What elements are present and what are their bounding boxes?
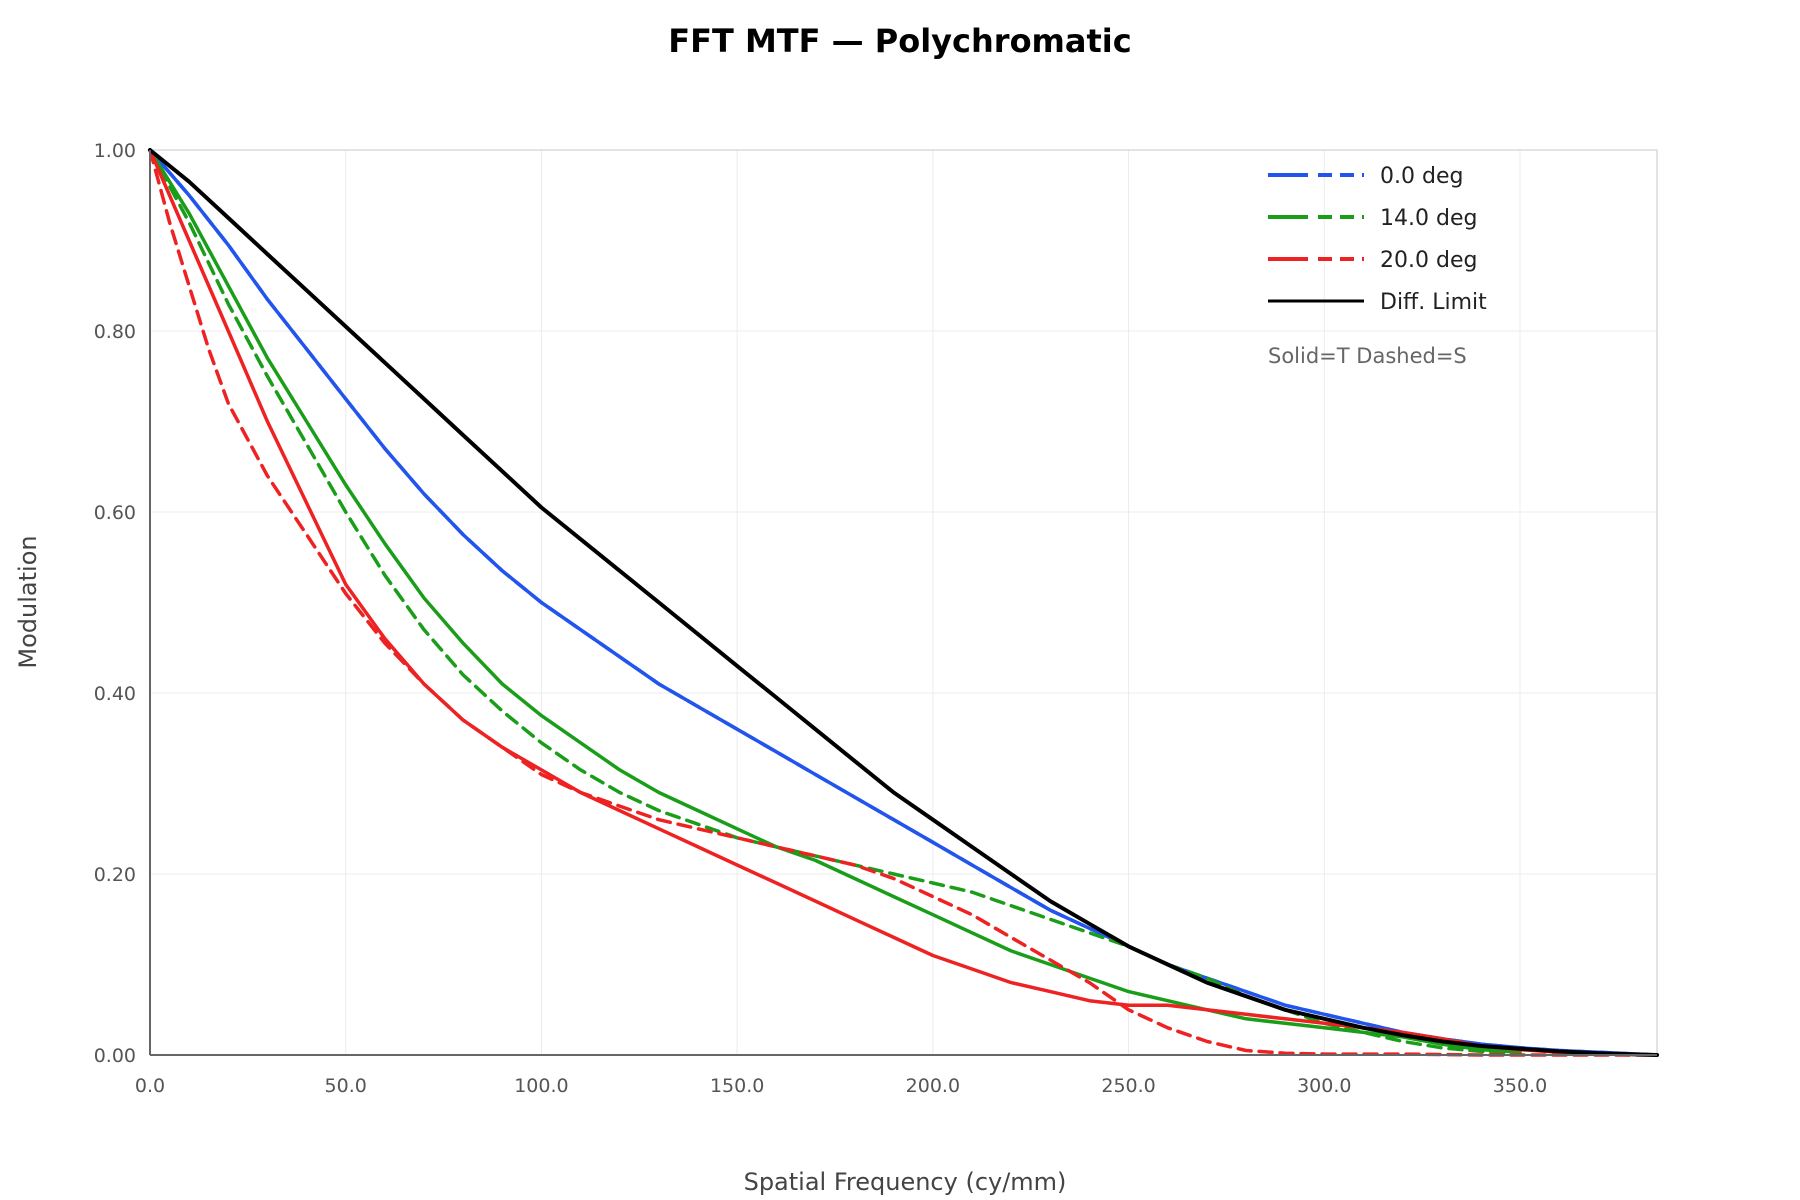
x-tick-label: 300.0 — [1297, 1075, 1351, 1097]
y-tick-label: 0.80 — [94, 321, 136, 343]
series-lines — [148, 148, 1659, 1057]
y-tick-label: 0.40 — [94, 683, 136, 705]
legend-label: 0.0 deg — [1380, 164, 1463, 189]
series-line — [148, 148, 1659, 1057]
series-line — [148, 148, 1659, 1057]
x-tick-label: 0.0 — [135, 1075, 165, 1097]
y-tick-label: 0.00 — [94, 1045, 136, 1067]
y-tick-label: 1.00 — [94, 140, 136, 162]
x-tick-label: 150.0 — [710, 1075, 764, 1097]
legend-label: 14.0 deg — [1380, 206, 1477, 231]
y-tick-labels: 0.00 0.20 0.40 0.60 0.80 1.00 — [94, 140, 136, 1067]
series-line — [148, 148, 1659, 1057]
x-tick-label: 50.0 — [325, 1075, 367, 1097]
y-tick-label: 0.20 — [94, 864, 136, 886]
x-tick-labels: 0.0 50.0 100.0 150.0 200.0 250.0 300.0 350.0 — [135, 1075, 1547, 1097]
x-tick-label: 200.0 — [906, 1075, 960, 1097]
series-line — [148, 148, 1659, 1057]
grid-lines — [150, 150, 1657, 1055]
legend-label: 20.0 deg — [1380, 248, 1477, 273]
chart-title: FFT MTF — Polychromatic — [668, 22, 1131, 60]
series-line — [148, 148, 1522, 1055]
x-tick-label: 250.0 — [1101, 1075, 1155, 1097]
x-tick-label: 350.0 — [1493, 1075, 1547, 1097]
legend-label: Diff. Limit — [1380, 290, 1487, 315]
x-tick-label: 100.0 — [514, 1075, 568, 1097]
legend: 0.0 deg 14.0 deg 20.0 deg Diff. Limit Solid=… — [1268, 164, 1487, 368]
y-axis-label: Modulation — [14, 535, 42, 668]
plot-frame — [149, 149, 1658, 1056]
legend-note: Solid=T Dashed=S — [1268, 344, 1467, 368]
x-axis-label: Spatial Frequency (cy/mm) — [744, 1168, 1067, 1196]
series-line — [148, 148, 1522, 1055]
y-tick-label: 0.60 — [94, 502, 136, 524]
series-line — [148, 148, 1659, 1057]
